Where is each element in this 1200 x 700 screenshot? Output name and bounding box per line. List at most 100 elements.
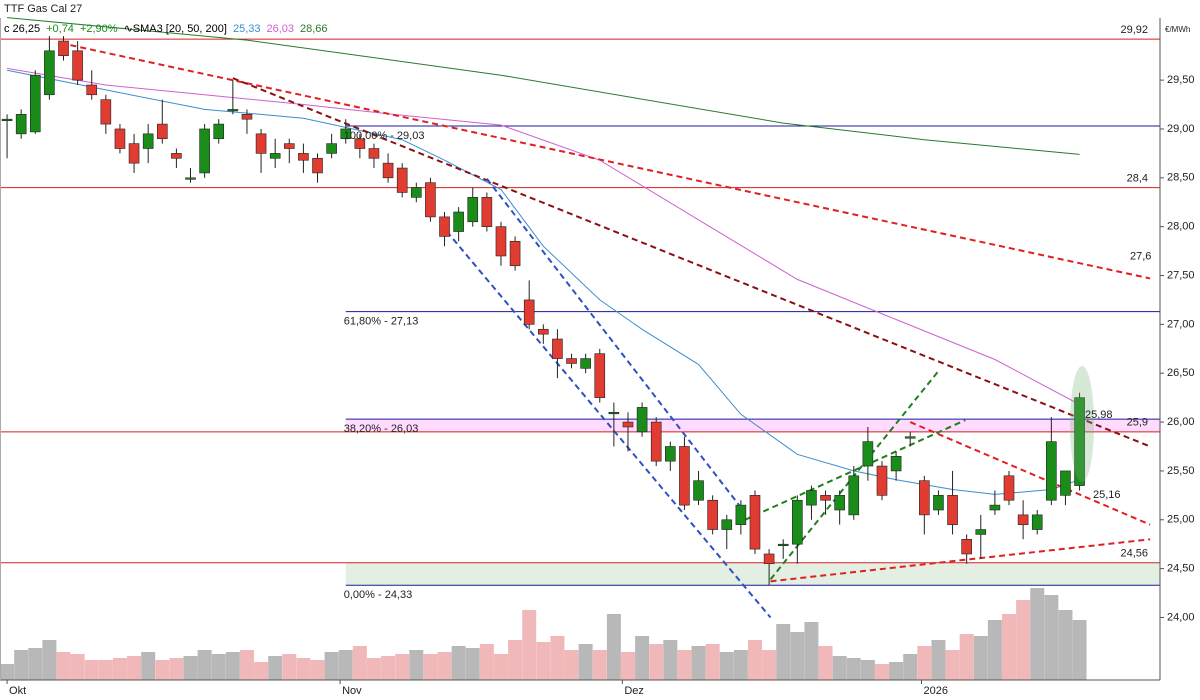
candle-body [650,421,662,462]
x-tick-label: Dez [624,685,644,697]
trend-line [439,223,772,619]
candle-body [368,148,380,159]
candle-body [382,162,394,179]
candle-body [241,114,253,120]
candle-body [86,84,98,96]
candle-body [453,211,464,232]
y-tick-label: 25,50 [1167,465,1195,477]
candle-body [1046,441,1057,501]
volume-bar [889,662,904,680]
candle-body [961,539,972,555]
candle-body [269,153,281,159]
candle-body [580,358,591,369]
volume-bar [0,664,15,680]
candle-body [1031,514,1043,530]
trend-line-label: 25,98 [1085,409,1113,421]
candle-body [171,153,182,159]
candles-layer [1,36,1085,586]
y-tick-label: 29,50 [1167,74,1195,86]
volume-bar [691,646,706,680]
unit-label: €/MWh [1165,25,1190,34]
y-tick-label: 28,00 [1167,221,1195,233]
candle-body [326,143,337,154]
volume-bar [183,656,198,680]
volume-bar [578,644,593,680]
volume-bar [451,646,466,680]
trend-line [60,42,1151,280]
horizontal-line-label: 25,9 [1127,417,1148,429]
candle-body [679,446,690,506]
volume-bar [959,634,974,680]
volume-bar [522,610,537,680]
volume-bar [776,624,791,680]
candle-body [481,197,493,227]
trend-line [232,77,1151,448]
volume-bar [493,654,508,680]
candle-body [777,543,789,546]
candle-body [509,241,521,267]
candle-body [72,50,83,81]
volume-bar [70,654,85,680]
volume-bar [1044,595,1059,680]
header-item: ∿SMA3 [20, 50, 200] [124,23,227,35]
candle-body [820,495,831,501]
volume-bar [211,654,226,680]
candle-body [298,153,309,161]
candle-body [919,480,930,516]
volume-bar [874,664,889,680]
candle-body [538,328,549,335]
volume-bar [338,650,353,680]
volume-bar [112,658,127,680]
volume-bar [366,658,381,680]
volume-bar [282,654,297,680]
candle-body [735,504,747,525]
trend-line [486,178,746,514]
candle-body [142,133,154,149]
volume-bar [56,652,71,680]
candle-body [523,299,535,325]
candle-body [354,138,366,149]
volume-bar [423,654,438,680]
x-tick-label: 2026 [924,685,948,697]
candle-body [721,519,733,530]
candle-body [763,553,775,565]
candle-body [213,123,225,140]
horizontal-line-label: 24,56 [1120,548,1148,560]
candle-body [834,495,845,511]
volume-bar [324,652,339,680]
candle-body [989,504,1001,511]
volume-bar [169,658,184,680]
header-item: 28,66 [300,23,328,35]
header-item: 25,33 [233,23,261,35]
volume-bar [98,660,113,680]
candle-body [1003,475,1015,501]
candle-body [255,133,267,154]
volume-layer [0,588,1087,680]
header-item: +0,74 [46,23,74,35]
x-tick-label: Okt [9,685,26,697]
volume-bar [352,646,367,680]
fib-band [345,419,1161,432]
volume-bar [155,660,170,680]
x-tick-label: Nov [342,685,362,697]
candle-body [792,499,803,545]
volume-bar [945,650,960,680]
volume-bar [606,614,621,680]
candle-body [199,128,210,174]
volume-bar [564,650,579,680]
chart-title: TTF Gas Cal 27 [4,3,82,15]
candle-body [227,109,239,112]
lines-layer [0,17,1160,619]
volume-bar [705,644,720,680]
volume-bar [818,646,833,680]
fib-label: 0,00% - 24,33 [344,589,413,601]
y-tick-label: 24,00 [1167,611,1195,623]
fib-label: 61,80% - 27,13 [344,316,419,328]
horizontal-line-label: 28,4 [1127,172,1148,184]
candle-body [411,187,422,198]
volume-bar [254,662,269,680]
candle-body [693,480,704,501]
candle-body [58,40,69,56]
header-item: c 26,25 [4,23,40,35]
